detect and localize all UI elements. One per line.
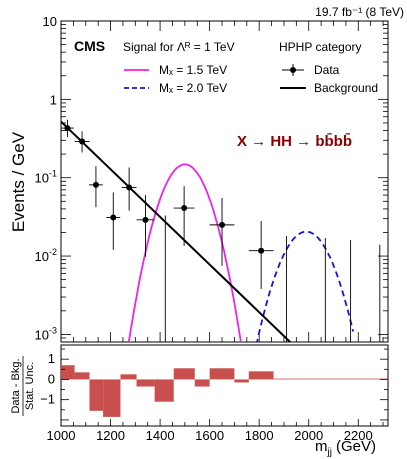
ratio-bar [61,365,75,380]
ratio-bar [209,368,235,380]
data-point [219,221,226,228]
process-label: X → HH → bb̄bb̄ [237,132,352,150]
data-point [142,216,149,223]
ratio-y-tick-label: 0 [48,371,55,386]
legend-signal-1: Mₓ = 1.5 TeV [159,63,227,77]
legend-signal-2: Mₓ = 2.0 TeV [159,81,227,95]
ratio-bar [103,379,121,417]
main-plot-panel: 10-3 10-2 10-1 1 10 19.7 fb⁻¹ (8 TeV) CMS Si… [9,5,404,343]
background-fit-line [61,120,291,342]
signal-header: Signal for Λᴿ = 1 TeV [123,40,235,54]
x-tick-label: 1200 [96,428,125,443]
y-axis-label: Events / GeV [9,131,28,232]
legend-background: Background [314,81,378,95]
signal-curves [127,163,354,342]
data-point [181,205,188,212]
ratio-ylabel-top: Data - Bkg. [10,358,22,413]
y-tick-label: 10-3 [35,325,57,342]
ratio-y-tick-label: −1 [40,392,55,407]
legend-data: Data [314,63,340,77]
x-axis-ticks: 1000 1200 1400 1600 1800 2000 2200 [47,419,384,443]
ratio-frame [60,344,389,427]
ratio-bar [234,379,249,383]
ratio-ylabel-bottom: Stat. Unc. [24,362,36,410]
signal-curve-2 [256,230,354,342]
background-line [61,120,291,342]
ratio-bar [173,368,195,380]
y-tick-label: 10 [43,14,57,29]
data-point [126,184,133,191]
data-points [61,119,381,342]
legend-swatch-data-marker [290,67,296,73]
data-point [79,138,86,145]
x-tick-label: 1600 [195,428,224,443]
ratio-bar [154,379,174,402]
ratio-bars [61,365,388,417]
x-tick-label: 2200 [344,428,373,443]
signal-curve-1 [127,163,242,342]
x-tick-label: 1800 [245,428,274,443]
data-point [110,214,117,221]
ratio-bar [74,372,90,380]
data-point [64,125,71,132]
ratio-bar [89,379,104,411]
y-tick-label: 10-1 [35,169,57,186]
x-axis-ticks-top [60,21,384,342]
ratio-bar [194,379,210,387]
x-axis-label: mjj (GeV) [315,438,376,458]
y-tick-label: 1 [50,92,57,107]
y-axis-ticks: 10-3 10-2 10-1 1 10 [35,14,388,342]
x-tick-label: 1400 [146,428,175,443]
ratio-bar [273,378,388,380]
ratio-y-ticks: −1 0 1 [40,348,388,421]
ratio-bar [136,379,155,387]
cms-label: CMS [74,38,105,54]
ratio-panel: −1 0 1 1000 1200 1400 1600 1800 2000 2200 Data -… [10,344,389,458]
ratio-bar [120,374,137,380]
y-tick-label: 10-2 [35,247,57,264]
data-point [92,181,99,188]
category-label: HPHP category [279,40,361,54]
luminosity-label: 19.7 fb⁻¹ (8 TeV) [315,5,404,19]
x-tick-label: 2000 [294,428,323,443]
ratio-bar [248,371,274,380]
ratio-y-tick-label: 1 [48,351,55,366]
data-point [258,247,265,254]
x-tick-label: 1000 [47,428,76,443]
legend: Mₓ = 1.5 TeV Mₓ = 2.0 TeV Data Backgroun… [124,63,378,95]
